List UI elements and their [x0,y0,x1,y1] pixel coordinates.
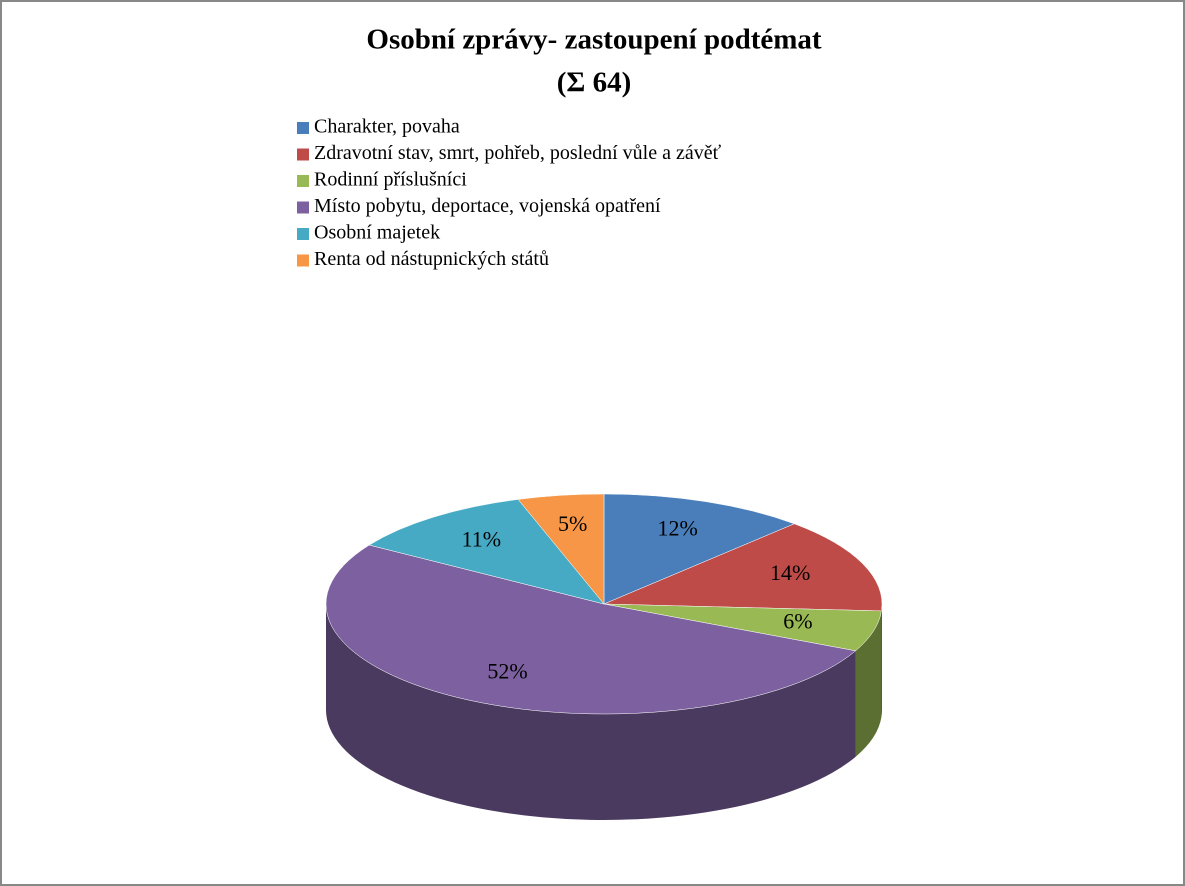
legend-label: Osobní majetek [314,222,440,244]
pie-slice [603,493,795,605]
pie-slice [325,544,857,715]
legend-swatch [297,122,309,134]
pie-slice [368,499,605,605]
legend-label: Zdravotní stav, smrt, pohřeb, poslední v… [314,142,722,164]
chart-subtitle: (Σ 64) [557,67,632,99]
legend-swatch [297,254,309,267]
data-label: 6% [783,609,812,634]
legend-swatch [297,201,309,214]
legend-swatch [297,228,309,240]
pie-slice [603,523,883,612]
pie-side [881,604,882,717]
pie-slice [517,493,605,605]
legend-label: Rodinní příslušníci [314,169,467,191]
legend-label: Místo pobytu, deportace, vojenská opatře… [314,195,661,217]
legend-label: Renta od nástupnických států [314,248,549,270]
data-label: 5% [558,511,587,536]
pie-side [325,604,856,820]
data-label: 14% [770,560,810,585]
data-label: 52% [487,658,527,683]
legend-swatch [297,148,309,161]
chart-title: Osobní zprávy- zastoupení podtémat [366,24,822,56]
legend-swatch [297,175,309,187]
pie-side [855,610,882,757]
data-label: 12% [658,515,698,540]
data-label: 11% [462,526,502,551]
legend-label: Charakter, povaha [314,116,460,138]
